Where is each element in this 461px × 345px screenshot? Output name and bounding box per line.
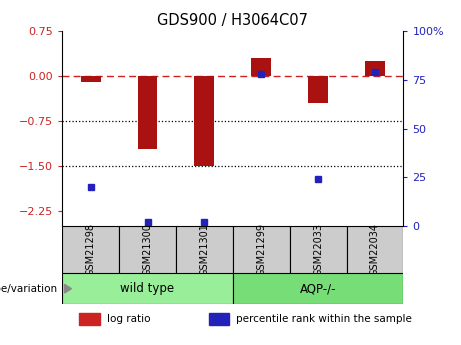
Bar xyxy=(290,226,347,273)
Title: GDS900 / H3064C07: GDS900 / H3064C07 xyxy=(157,13,308,29)
Bar xyxy=(308,76,328,103)
Text: GSM21299: GSM21299 xyxy=(256,223,266,276)
Bar xyxy=(176,226,233,273)
Bar xyxy=(233,273,403,304)
Text: percentile rank within the sample: percentile rank within the sample xyxy=(236,314,412,324)
Text: log ratio: log ratio xyxy=(106,314,150,324)
Bar xyxy=(195,76,214,166)
Text: GSM21300: GSM21300 xyxy=(142,223,153,276)
Text: genotype/variation: genotype/variation xyxy=(0,284,58,294)
Bar xyxy=(347,226,403,273)
Bar xyxy=(365,61,385,76)
Bar xyxy=(233,226,290,273)
Bar xyxy=(209,313,230,325)
Bar xyxy=(251,58,271,76)
Text: GSM22034: GSM22034 xyxy=(370,223,380,276)
Text: GSM22033: GSM22033 xyxy=(313,223,323,276)
Text: GSM21298: GSM21298 xyxy=(86,223,96,276)
Bar xyxy=(137,76,158,149)
Bar xyxy=(62,273,233,304)
Text: GSM21301: GSM21301 xyxy=(199,223,209,276)
Bar xyxy=(81,76,100,82)
Bar xyxy=(62,226,119,273)
Bar xyxy=(119,226,176,273)
Text: AQP-/-: AQP-/- xyxy=(300,282,337,295)
Bar xyxy=(79,313,100,325)
Text: wild type: wild type xyxy=(120,282,175,295)
